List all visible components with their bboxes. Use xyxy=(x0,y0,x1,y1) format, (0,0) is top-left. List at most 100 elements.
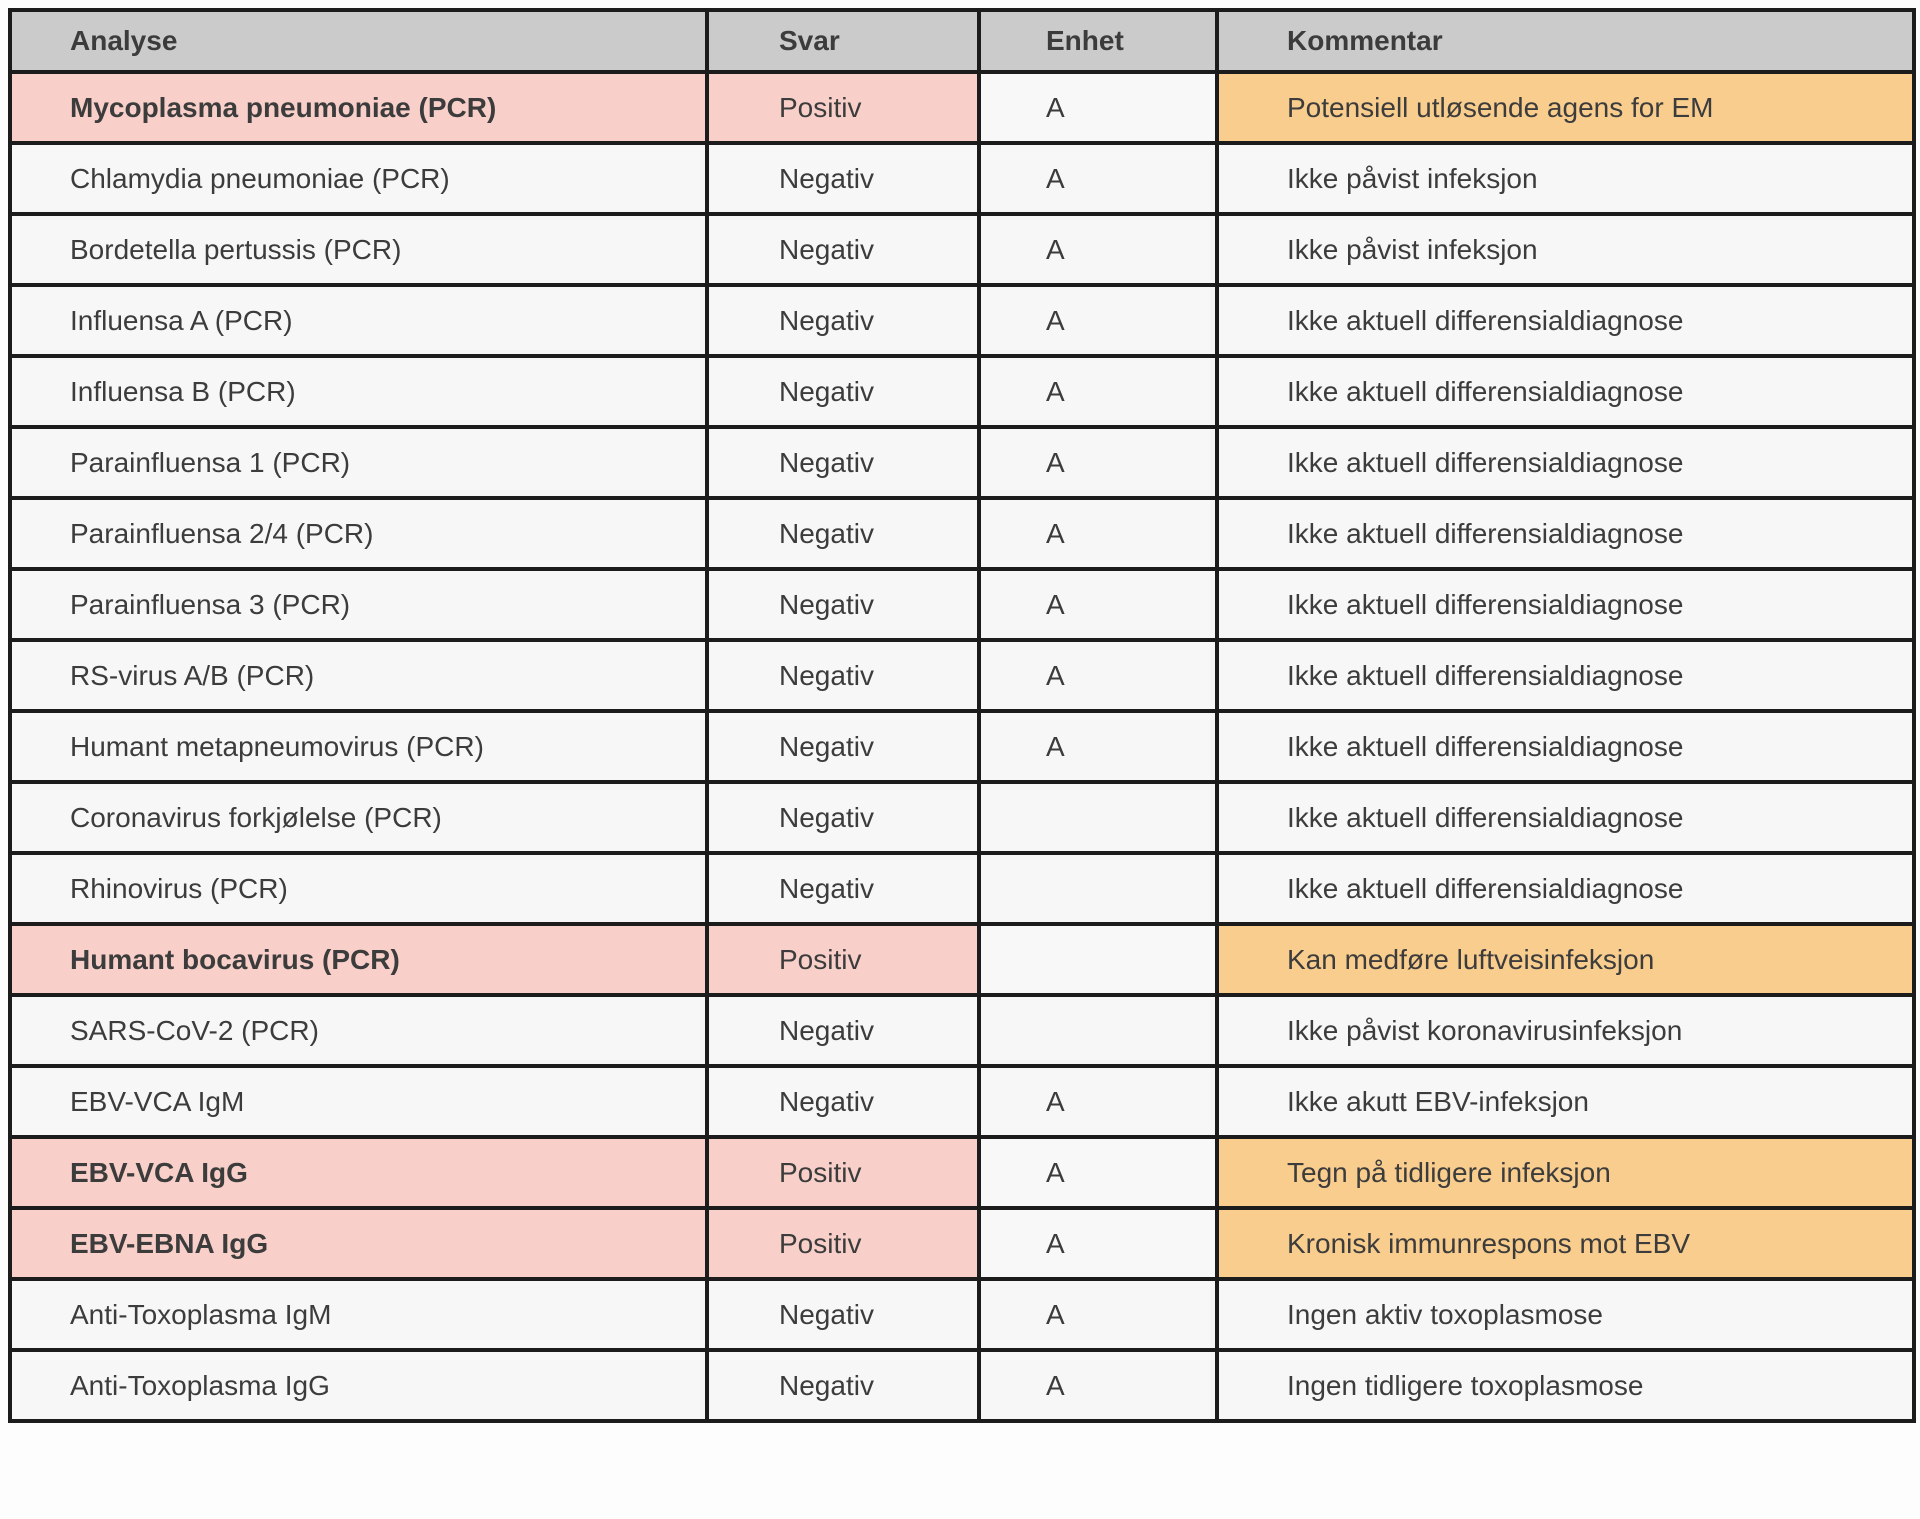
cell-svar: Positiv xyxy=(705,1206,981,1281)
cell-analyse: Anti-Toxoplasma IgG xyxy=(8,1348,709,1423)
cell-kommentar: Kronisk immunrespons mot EBV xyxy=(1215,1206,1916,1281)
table-row: Parainfluensa 2/4 (PCR) Negativ A Ikke aktu… xyxy=(8,496,1916,571)
cell-svar: Negativ xyxy=(705,212,981,287)
cell-svar: Positiv xyxy=(705,922,981,997)
table-header-row: Analyse Svar Enhet Kommentar xyxy=(8,8,1916,74)
cell-kommentar: Ikke akutt EBV-infeksjon xyxy=(1215,1064,1916,1139)
cell-kommentar: Ikke påvist infeksjon xyxy=(1215,141,1916,216)
table-row: EBV-VCA IgG Positiv A Tegn på tidligere inf… xyxy=(8,1135,1916,1210)
table-row: Parainfluensa 3 (PCR) Negativ A Ikke aktuel… xyxy=(8,567,1916,642)
table-row: Mycoplasma pneumoniae (PCR) Positiv A Poten… xyxy=(8,70,1916,145)
cell-kommentar: Potensiell utløsende agens for EM xyxy=(1215,70,1916,145)
cell-enhet: A xyxy=(977,496,1219,571)
cell-kommentar: Ikke aktuell differensialdiagnose xyxy=(1215,496,1916,571)
cell-svar: Negativ xyxy=(705,851,981,926)
table-row: RS-virus A/B (PCR) Negativ A Ikke aktuell d… xyxy=(8,638,1916,713)
cell-kommentar: Ikke aktuell differensialdiagnose xyxy=(1215,638,1916,713)
cell-svar: Positiv xyxy=(705,70,981,145)
cell-enhet xyxy=(977,922,1219,997)
cell-kommentar: Ingen aktiv toxoplasmose xyxy=(1215,1277,1916,1352)
cell-svar: Negativ xyxy=(705,638,981,713)
cell-kommentar: Kan medføre luftveisinfeksjon xyxy=(1215,922,1916,997)
cell-svar: Negativ xyxy=(705,141,981,216)
column-header-analyse: Analyse xyxy=(8,8,709,74)
cell-svar: Negativ xyxy=(705,354,981,429)
cell-enhet: A xyxy=(977,1206,1219,1281)
cell-svar: Negativ xyxy=(705,496,981,571)
table-row: Anti-Toxoplasma IgM Negativ A Ingen aktiv t… xyxy=(8,1277,1916,1352)
cell-analyse: EBV-VCA IgG xyxy=(8,1135,709,1210)
cell-enhet: A xyxy=(977,1135,1219,1210)
cell-kommentar: Ikke aktuell differensialdiagnose xyxy=(1215,354,1916,429)
cell-enhet xyxy=(977,780,1219,855)
cell-analyse: SARS-CoV-2 (PCR) xyxy=(8,993,709,1068)
cell-kommentar: Ikke aktuell differensialdiagnose xyxy=(1215,567,1916,642)
table-row: Bordetella pertussis (PCR) Negativ A Ikke p… xyxy=(8,212,1916,287)
cell-kommentar: Ikke aktuell differensialdiagnose xyxy=(1215,709,1916,784)
cell-enhet: A xyxy=(977,567,1219,642)
cell-analyse: EBV-EBNA IgG xyxy=(8,1206,709,1281)
column-header-svar: Svar xyxy=(705,8,981,74)
cell-enhet: A xyxy=(977,70,1219,145)
cell-kommentar: Tegn på tidligere infeksjon xyxy=(1215,1135,1916,1210)
table-row: Influensa B (PCR) Negativ A Ikke aktuell di… xyxy=(8,354,1916,429)
cell-enhet: A xyxy=(977,141,1219,216)
cell-svar: Negativ xyxy=(705,567,981,642)
cell-enhet xyxy=(977,851,1219,926)
cell-enhet: A xyxy=(977,283,1219,358)
cell-svar: Negativ xyxy=(705,425,981,500)
cell-kommentar: Ikke aktuell differensialdiagnose xyxy=(1215,283,1916,358)
table-header: Analyse Svar Enhet Kommentar xyxy=(8,8,1916,74)
table-row: Parainfluensa 1 (PCR) Negativ A Ikke aktuel… xyxy=(8,425,1916,500)
table-row: Humant metapneumovirus (PCR) Negativ A Ikke… xyxy=(8,709,1916,784)
lab-results-table: Analyse Svar Enhet Kommentar Mycoplasma … xyxy=(8,8,1916,1423)
cell-analyse: EBV-VCA IgM xyxy=(8,1064,709,1139)
table-row: Coronavirus forkjølelse (PCR) Negativ Ikke… xyxy=(8,780,1916,855)
cell-analyse: Influensa A (PCR) xyxy=(8,283,709,358)
cell-enhet: A xyxy=(977,425,1219,500)
table-row: Chlamydia pneumoniae (PCR) Negativ A Ikke p… xyxy=(8,141,1916,216)
cell-svar: Negativ xyxy=(705,283,981,358)
cell-analyse: Coronavirus forkjølelse (PCR) xyxy=(8,780,709,855)
cell-kommentar: Ikke påvist koronavirusinfeksjon xyxy=(1215,993,1916,1068)
table-row: Rhinovirus (PCR) Negativ Ikke aktuell diff… xyxy=(8,851,1916,926)
table-row: EBV-VCA IgM Negativ A Ikke akutt EBV-infeks… xyxy=(8,1064,1916,1139)
table-row: Humant bocavirus (PCR) Positiv Kan medføre… xyxy=(8,922,1916,997)
cell-enhet xyxy=(977,993,1219,1068)
cell-svar: Negativ xyxy=(705,993,981,1068)
cell-analyse: Mycoplasma pneumoniae (PCR) xyxy=(8,70,709,145)
results-table-body: Mycoplasma pneumoniae (PCR) Positiv A Poten… xyxy=(8,70,1916,1423)
cell-enhet: A xyxy=(977,1277,1219,1352)
cell-enhet: A xyxy=(977,709,1219,784)
column-header-enhet: Enhet xyxy=(977,8,1219,74)
cell-analyse: Bordetella pertussis (PCR) xyxy=(8,212,709,287)
cell-analyse: RS-virus A/B (PCR) xyxy=(8,638,709,713)
cell-svar: Positiv xyxy=(705,1135,981,1210)
cell-analyse: Parainfluensa 3 (PCR) xyxy=(8,567,709,642)
table-row: Anti-Toxoplasma IgG Negativ A Ingen tidlige… xyxy=(8,1348,1916,1423)
cell-analyse: Anti-Toxoplasma IgM xyxy=(8,1277,709,1352)
cell-svar: Negativ xyxy=(705,1064,981,1139)
cell-analyse: Chlamydia pneumoniae (PCR) xyxy=(8,141,709,216)
cell-kommentar: Ikke aktuell differensialdiagnose xyxy=(1215,851,1916,926)
cell-svar: Negativ xyxy=(705,780,981,855)
cell-kommentar: Ikke påvist infeksjon xyxy=(1215,212,1916,287)
table-row: SARS-CoV-2 (PCR) Negativ Ikke påvist koron… xyxy=(8,993,1916,1068)
cell-enhet: A xyxy=(977,1064,1219,1139)
cell-svar: Negativ xyxy=(705,1277,981,1352)
cell-analyse: Rhinovirus (PCR) xyxy=(8,851,709,926)
cell-analyse: Humant bocavirus (PCR) xyxy=(8,922,709,997)
cell-analyse: Influensa B (PCR) xyxy=(8,354,709,429)
cell-svar: Negativ xyxy=(705,709,981,784)
cell-analyse: Parainfluensa 1 (PCR) xyxy=(8,425,709,500)
cell-kommentar: Ikke aktuell differensialdiagnose xyxy=(1215,780,1916,855)
cell-enhet: A xyxy=(977,354,1219,429)
cell-enhet: A xyxy=(977,212,1219,287)
table-row: EBV-EBNA IgG Positiv A Kronisk immunrespons… xyxy=(8,1206,1916,1281)
cell-analyse: Parainfluensa 2/4 (PCR) xyxy=(8,496,709,571)
cell-kommentar: Ingen tidligere toxoplasmose xyxy=(1215,1348,1916,1423)
table-row: Influensa A (PCR) Negativ A Ikke aktuell di… xyxy=(8,283,1916,358)
cell-kommentar: Ikke aktuell differensialdiagnose xyxy=(1215,425,1916,500)
cell-enhet: A xyxy=(977,1348,1219,1423)
